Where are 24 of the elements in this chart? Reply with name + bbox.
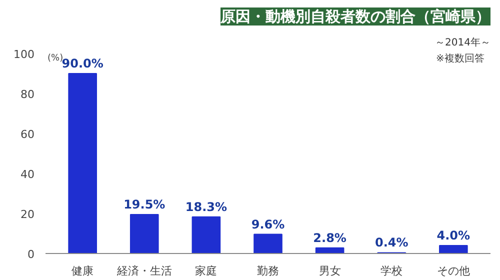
chart-subtitle: ～2014年～ (435, 36, 491, 48)
data-label: 9.6% (251, 217, 285, 232)
data-label: 2.8% (313, 230, 346, 245)
y-tick-label: 20 (20, 208, 35, 221)
y-tick-label: 40 (20, 168, 35, 181)
x-tick-label: その他 (436, 264, 470, 278)
y-tick-label: 100 (14, 48, 35, 61)
x-tick-label: 勤務 (257, 264, 279, 278)
x-tick-label: 学校 (380, 264, 403, 278)
y-tick-label: 0 (28, 248, 34, 261)
x-tick-label: 家庭 (195, 264, 218, 278)
y-axis-title: (%) (48, 54, 64, 64)
data-label: 90.0% (62, 56, 104, 70)
data-label: 0.4% (374, 236, 408, 250)
x-tick-label: 経済・生活 (116, 264, 172, 278)
x-tick-label: 健康 (72, 264, 94, 278)
data-label: 19.5% (124, 198, 166, 212)
y-tick-label: 80 (20, 88, 35, 101)
annotation: ※複数回答 (436, 52, 484, 64)
data-label: 18.3% (185, 200, 228, 214)
x-tick-label: 男女 (318, 264, 341, 278)
chart-title: 原因・動機別自殺者数の割合（宮崎県） (220, 8, 490, 26)
y-tick-label: 60 (20, 128, 35, 141)
data-label: 4.0% (436, 228, 470, 242)
